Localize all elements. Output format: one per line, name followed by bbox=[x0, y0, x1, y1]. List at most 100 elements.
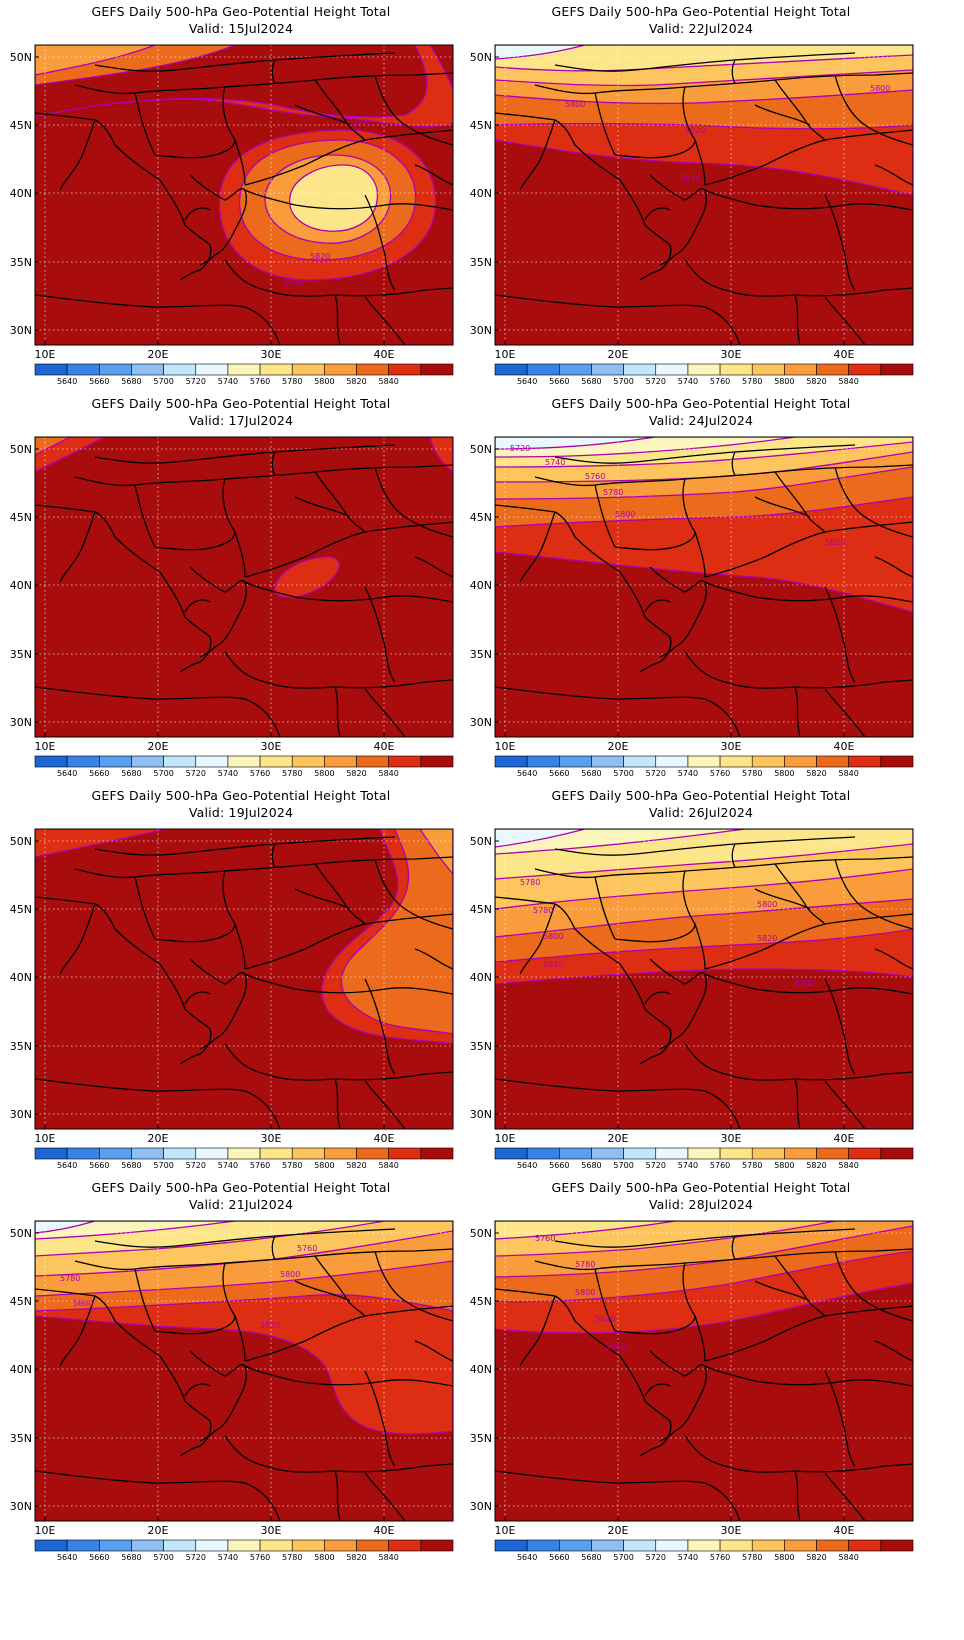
colorbar-label: 5760 bbox=[250, 1161, 270, 1170]
panel-valid-date: Valid: 19Jul2024 bbox=[188, 805, 294, 820]
colorbar-label: 5740 bbox=[678, 1161, 698, 1170]
contour-label: 5800 bbox=[73, 1299, 93, 1308]
lat-label: 30N bbox=[10, 1108, 32, 1121]
coastline bbox=[35, 112, 212, 281]
coastline bbox=[94, 1228, 396, 1248]
coastlines bbox=[495, 836, 913, 1129]
contour-band bbox=[340, 829, 453, 1035]
lat-label: 30N bbox=[470, 324, 492, 337]
colorbar-label: 5720 bbox=[646, 769, 666, 778]
colorbar-swatch bbox=[356, 1539, 389, 1552]
colorbar-label: 5700 bbox=[153, 769, 173, 778]
colorbar-swatch bbox=[163, 363, 197, 376]
coastline bbox=[824, 1080, 866, 1129]
coastline bbox=[649, 174, 707, 266]
coastline bbox=[794, 294, 801, 345]
colorbar-label: 5640 bbox=[517, 769, 537, 778]
coastline bbox=[649, 958, 707, 1050]
colorbar-swatch bbox=[195, 363, 229, 376]
map-field bbox=[35, 437, 453, 737]
lon-label: 40E bbox=[834, 740, 855, 753]
colorbar-label: 5780 bbox=[282, 1553, 302, 1562]
colorbar-label: 5720 bbox=[646, 377, 666, 386]
coastline bbox=[644, 207, 671, 221]
colorbar-swatch bbox=[751, 363, 785, 376]
lon-label: 20E bbox=[608, 1524, 629, 1537]
coastline bbox=[704, 1305, 913, 1362]
contour-band bbox=[495, 45, 586, 60]
colorbar-swatch bbox=[784, 755, 817, 768]
coastline bbox=[495, 294, 741, 345]
colorbar-label: 5820 bbox=[346, 1553, 366, 1562]
colorbar-label: 5720 bbox=[186, 377, 206, 386]
colorbar-swatch bbox=[131, 1539, 164, 1552]
coastline bbox=[614, 1315, 696, 1335]
coastline bbox=[684, 259, 913, 297]
coastline bbox=[374, 858, 453, 930]
coastline bbox=[364, 1370, 396, 1467]
contour-label: 5820 bbox=[825, 538, 845, 547]
colorbar-label: 5640 bbox=[517, 377, 537, 386]
colorbar-swatch bbox=[719, 1147, 753, 1160]
coastline bbox=[495, 896, 672, 1065]
colorbar-label: 5680 bbox=[121, 769, 141, 778]
colorbar-swatch bbox=[34, 363, 68, 376]
colorbar-swatch bbox=[163, 755, 197, 768]
coastline bbox=[824, 1370, 856, 1467]
colorbar-label: 5740 bbox=[218, 377, 238, 386]
colorbar-label: 5760 bbox=[710, 377, 730, 386]
colorbar-label: 5720 bbox=[646, 1553, 666, 1562]
coastline bbox=[495, 112, 672, 281]
contour-label: 5820 bbox=[310, 252, 330, 261]
graticule bbox=[495, 829, 913, 1129]
colorbar-swatch bbox=[784, 363, 817, 376]
lat-label: 40N bbox=[10, 1363, 32, 1376]
coastline bbox=[224, 259, 453, 297]
colorbar-label: 5700 bbox=[613, 377, 633, 386]
coastline bbox=[59, 1295, 96, 1367]
contour-label: 5840 bbox=[283, 278, 303, 287]
panel-valid-date: Valid: 21Jul2024 bbox=[188, 1197, 294, 1212]
lon-label: 40E bbox=[374, 740, 395, 753]
coastline bbox=[224, 1043, 453, 1081]
colorbar-swatch bbox=[99, 363, 132, 376]
coastline bbox=[189, 174, 247, 266]
lat-label: 45N bbox=[470, 511, 492, 524]
colorbar-label: 5680 bbox=[581, 1553, 601, 1562]
coastline bbox=[374, 1250, 453, 1322]
coastline bbox=[794, 1470, 801, 1521]
lat-label: 45N bbox=[470, 119, 492, 132]
contour-band bbox=[429, 437, 453, 473]
map-field: 5840 5820 5840 bbox=[35, 45, 453, 345]
lat-label: 40N bbox=[470, 187, 492, 200]
colorbar-swatch bbox=[559, 1539, 592, 1552]
colorbar-swatch bbox=[259, 363, 293, 376]
colorbar-swatch bbox=[591, 363, 624, 376]
colorbar-swatch bbox=[848, 363, 882, 376]
colorbar-swatch bbox=[356, 755, 389, 768]
coastline bbox=[684, 651, 913, 689]
contour-label: 5760 bbox=[535, 1234, 555, 1243]
coastline bbox=[334, 1470, 341, 1521]
coastline bbox=[594, 1268, 616, 1332]
colorbar-swatch bbox=[34, 1147, 68, 1160]
coastline bbox=[374, 74, 453, 146]
coastline bbox=[824, 194, 856, 291]
coastline bbox=[244, 973, 453, 995]
lat-label: 30N bbox=[470, 1108, 492, 1121]
colorbar-swatch bbox=[687, 755, 721, 768]
lon-label: 40E bbox=[374, 1132, 395, 1145]
colorbar-label: 5640 bbox=[517, 1553, 537, 1562]
coastline bbox=[154, 139, 236, 159]
colorbar-label: 5640 bbox=[57, 769, 77, 778]
colorbar-swatch bbox=[227, 363, 261, 376]
coastlines bbox=[495, 52, 913, 345]
coastline bbox=[184, 207, 211, 221]
colorbar-label: 5680 bbox=[581, 769, 601, 778]
colorbar-label: 5740 bbox=[218, 1161, 238, 1170]
lat-label: 50N bbox=[470, 1227, 492, 1240]
coastline bbox=[704, 1365, 913, 1387]
